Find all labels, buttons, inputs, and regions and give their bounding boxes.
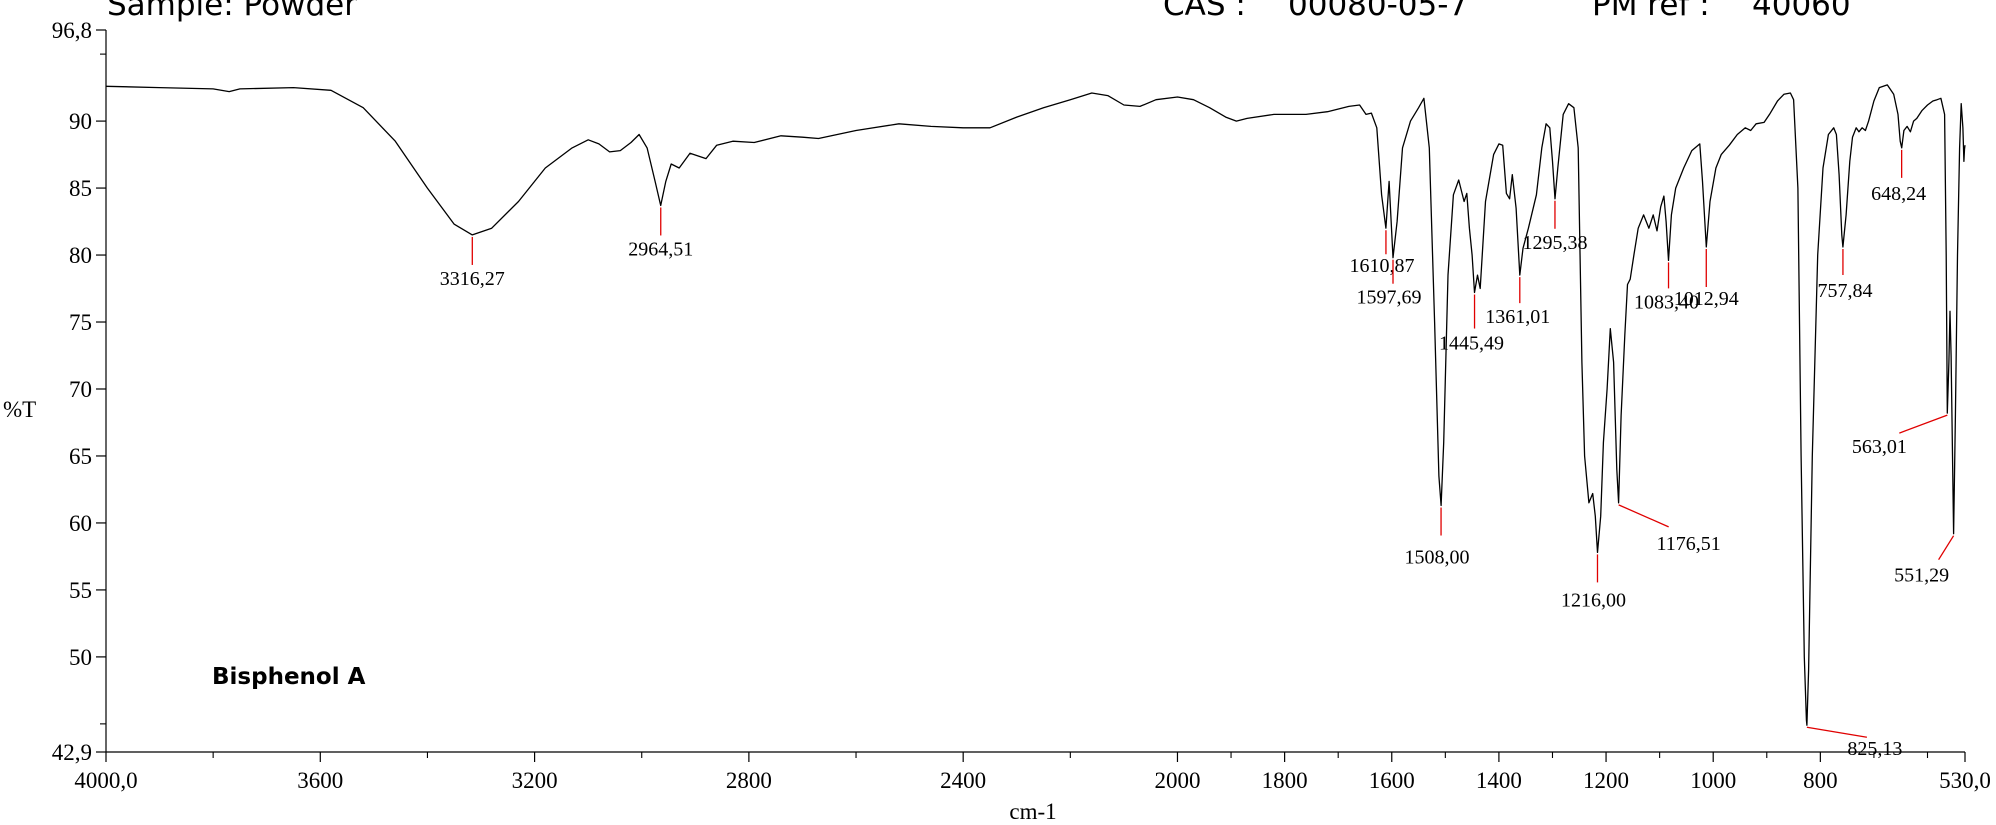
y-tick-label: 70 [69,377,92,402]
y-ticks-group: 96,8 90 85 80 75 70 65 60 55 50 42,9 [52,18,106,765]
x-ticks-group: 4000,0 3600 3200 2800 2400 2000 1800 1600 1400 12… [74,752,1991,793]
spectrum-line [105,84,1966,726]
x-tick-label: 2400 [940,768,986,793]
peak-label: 1216,00 [1561,589,1626,611]
peak-labels-group: 3316,27 2964,51 1610,87 1597,69 1508,00 1445,… [440,149,1955,760]
peak-label: 1610,87 [1349,255,1414,277]
x-tick-label: 800 [1803,768,1838,793]
cas-value: 00080-05-7 [1288,0,1469,23]
y-axis-label: %T [3,397,36,422]
y-tick-label: 60 [69,511,92,536]
peak-label: 551,29 [1894,565,1949,587]
compound-annotation: Bisphenol A [212,664,366,690]
x-tick-label: 1600 [1369,768,1415,793]
x-tick-label: 2800 [726,768,772,793]
peak-label: 1176,51 [1657,533,1721,555]
peak-label: 3316,27 [440,268,505,290]
pm-ref-label: PM ref : [1592,0,1710,23]
cas-label: CAS : [1163,0,1246,23]
peak-marker [1938,535,1955,561]
peak-label: 1597,69 [1357,287,1422,309]
x-tick-label: 1800 [1262,768,1308,793]
peak-marker [1806,726,1867,738]
peak-label: 757,84 [1817,280,1872,302]
y-tick-label: 90 [69,109,92,134]
x-tick-label: 1000 [1690,768,1736,793]
x-tick-label: 3200 [512,768,558,793]
peak-label: 2964,51 [628,238,693,260]
peak-label: 563,01 [1852,436,1907,458]
x-tick-label: 1200 [1583,768,1629,793]
y-tick-label: 50 [69,645,92,670]
peak-label: 1445,49 [1439,333,1504,355]
pm-ref-value: 40060 [1752,0,1851,23]
y-tick-label: 80 [69,243,92,268]
y-tick-label: 75 [69,310,92,335]
x-axis-label: cm-1 [1009,799,1056,824]
peak-label: 648,24 [1871,183,1926,205]
x-tick-label: 530,0 [1939,768,1991,793]
y-tick-label: 42,9 [52,740,92,765]
x-tick-label: 1400 [1476,768,1522,793]
y-tick-label: 85 [69,176,92,201]
y-tick-label: 65 [69,444,92,469]
y-tick-label: 96,8 [52,18,92,43]
peak-label: 1083,40 [1634,291,1699,313]
peak-label: 1012,94 [1674,288,1739,310]
x-tick-label: 2000 [1154,768,1200,793]
peak-label: 825,13 [1847,738,1902,760]
x-tick-label: 3600 [297,768,343,793]
peak-marker [1618,504,1669,528]
peak-label: 1361,01 [1485,306,1550,328]
peak-label: 1508,00 [1405,547,1470,569]
peak-label: 1295,38 [1522,232,1587,254]
x-tick-label: 4000,0 [74,768,137,793]
sample-label: Sample: Powder [107,0,357,23]
y-tick-label: 55 [69,578,92,603]
peak-marker [1899,414,1948,434]
